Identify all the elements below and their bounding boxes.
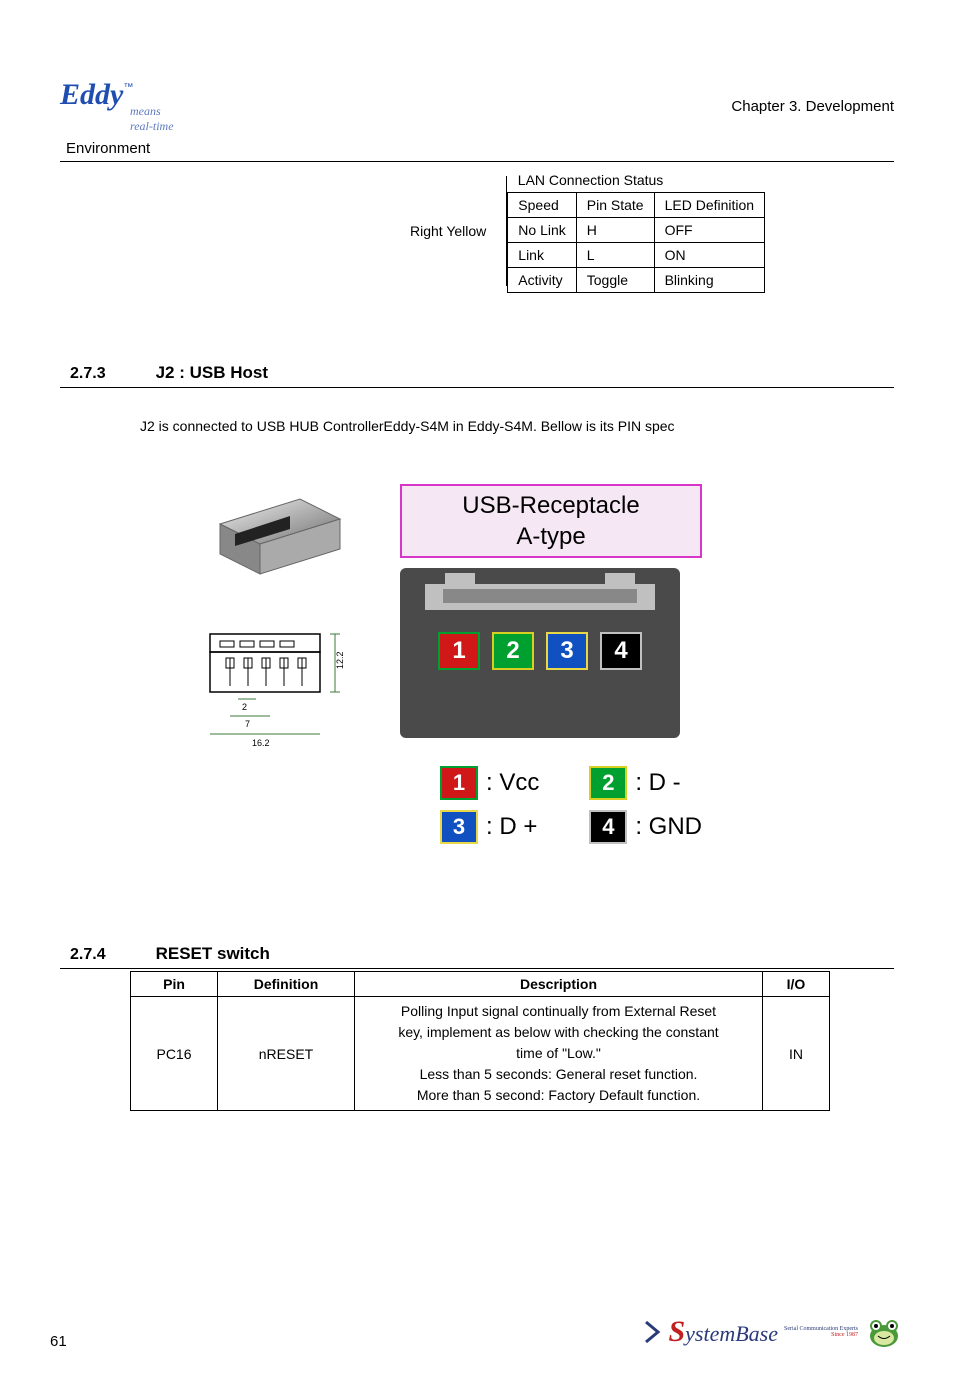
lan-hdr-led: LED Definition — [654, 193, 765, 218]
lan-status-table: LAN Connection Status Speed Pin State LE… — [507, 168, 765, 293]
page-footer: 61 SystemBase Serial Communication Exper… — [50, 1314, 904, 1350]
section-number: 2.7.3 — [70, 365, 106, 383]
legend-item: 2: D - — [589, 766, 702, 800]
usb-schematic: USB-ReceptacleA-type 1234 1: Vcc 2: D - 3:… — [400, 484, 702, 844]
table-row: PC16 nRESET Polling Input signal continu… — [131, 997, 830, 1111]
page-header: Eddy ™ meansreal-time Environment Chapte… — [60, 80, 894, 162]
chapter-title: Chapter 3. Development — [731, 80, 894, 115]
section-274-heading: 2.7.4 RESET switch — [60, 944, 894, 969]
systembase-logo: SystemBase Serial Communication Experts … — [644, 1314, 904, 1350]
legend-item: 1: Vcc — [440, 766, 539, 800]
pin-4: 4 — [600, 632, 642, 670]
section-273-text: J2 is connected to USB HUB ControllerEdd… — [140, 418, 894, 434]
svg-text:7: 7 — [245, 719, 250, 729]
page-number: 61 — [50, 1333, 67, 1350]
pin-legend: 1: Vcc 2: D - 3: D + 4: GND — [440, 766, 702, 844]
reset-switch-table: Pin Definition Description I/O PC16 nRES… — [130, 971, 830, 1111]
svg-text:16.2: 16.2 — [252, 738, 270, 748]
lan-hdr-speed: Speed — [508, 193, 576, 218]
usb-diagram: 12.2 2 7 16.2 USB-ReceptacleA-type 1234 … — [190, 484, 894, 844]
legend-item: 3: D + — [440, 810, 539, 844]
section-title: J2 : USB Host — [156, 363, 268, 383]
logo-block: Eddy ™ meansreal-time Environment — [60, 80, 174, 157]
lan-status-block: Right Yellow LAN Connection Status Speed… — [410, 168, 894, 293]
section-273-heading: 2.7.3 J2 : USB Host — [60, 363, 894, 388]
legend-item: 4: GND — [589, 810, 702, 844]
lan-hdr-pinstate: Pin State — [576, 193, 654, 218]
table-row: ActivityToggleBlinking — [508, 268, 765, 293]
usb-connector-3d-icon — [200, 484, 350, 594]
usb-connector-dims-icon: 12.2 2 7 16.2 — [190, 624, 360, 774]
section-number: 2.7.4 — [70, 946, 106, 964]
lan-caption: LAN Connection Status — [508, 168, 765, 193]
logo-tagline: meansreal-time — [130, 104, 174, 134]
pin-3: 3 — [546, 632, 588, 670]
lan-side-label: Right Yellow — [410, 176, 507, 286]
environment-label: Environment — [66, 140, 174, 157]
usb-type-label: USB-ReceptacleA-type — [400, 484, 702, 558]
table-row: LinkLON — [508, 243, 765, 268]
connector-body: 1234 — [400, 568, 680, 738]
logo-text: Eddy — [60, 80, 123, 110]
frog-mascot-icon — [864, 1314, 904, 1350]
pin-2: 2 — [492, 632, 534, 670]
svg-text:12.2: 12.2 — [335, 651, 345, 669]
table-row: No LinkHOFF — [508, 218, 765, 243]
pin-1: 1 — [438, 632, 480, 670]
systembase-mark-icon — [644, 1320, 662, 1344]
trademark: ™ — [123, 82, 133, 93]
section-title: RESET switch — [156, 944, 270, 964]
svg-text:2: 2 — [242, 702, 247, 712]
